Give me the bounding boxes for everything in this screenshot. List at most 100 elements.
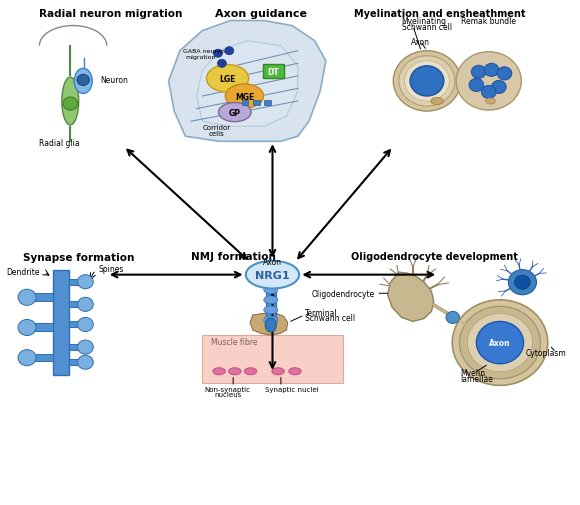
Circle shape: [469, 79, 484, 92]
Circle shape: [467, 314, 532, 372]
Bar: [253, 100, 260, 106]
Circle shape: [77, 75, 89, 86]
Circle shape: [514, 276, 530, 290]
Text: Dendrite: Dendrite: [6, 267, 39, 276]
Text: Myelination and ensheathment: Myelination and ensheathment: [354, 9, 525, 19]
Text: Oligodendrocyte: Oligodendrocyte: [312, 289, 375, 298]
Polygon shape: [197, 41, 298, 127]
Text: NRG1: NRG1: [255, 270, 290, 280]
Text: GABA neuron: GABA neuron: [183, 49, 224, 54]
Circle shape: [224, 47, 234, 56]
Text: NMJ formation: NMJ formation: [191, 251, 276, 262]
Ellipse shape: [246, 261, 299, 289]
Circle shape: [78, 275, 93, 289]
Bar: [34, 354, 53, 362]
Bar: [69, 301, 79, 308]
Circle shape: [484, 64, 499, 77]
Circle shape: [399, 57, 455, 107]
Circle shape: [78, 356, 93, 370]
Ellipse shape: [431, 98, 443, 106]
Ellipse shape: [264, 276, 278, 284]
Circle shape: [452, 300, 548, 386]
Text: Non-synaptic: Non-synaptic: [205, 386, 251, 392]
Ellipse shape: [74, 69, 92, 94]
Bar: [69, 322, 79, 328]
Bar: [242, 100, 248, 106]
Bar: [264, 100, 271, 106]
Text: Schwann cell: Schwann cell: [402, 23, 452, 32]
Text: Remak bundle: Remak bundle: [461, 17, 516, 26]
Text: Radial glia: Radial glia: [39, 138, 80, 147]
Circle shape: [456, 53, 521, 111]
Bar: [263, 65, 284, 79]
Text: Synapse formation: Synapse formation: [23, 252, 134, 263]
Bar: [202, 335, 343, 383]
Circle shape: [78, 340, 93, 355]
Circle shape: [78, 298, 93, 312]
Ellipse shape: [485, 99, 495, 105]
Ellipse shape: [272, 368, 284, 375]
Text: MGE: MGE: [235, 92, 254, 102]
Bar: [69, 360, 79, 366]
Text: Corridor: Corridor: [202, 125, 230, 131]
Ellipse shape: [225, 85, 263, 109]
Circle shape: [218, 60, 226, 68]
Ellipse shape: [229, 368, 241, 375]
Bar: [34, 324, 53, 331]
Ellipse shape: [265, 318, 277, 332]
Bar: [34, 294, 53, 301]
Circle shape: [509, 270, 536, 295]
Ellipse shape: [219, 104, 251, 122]
Ellipse shape: [264, 316, 278, 324]
Circle shape: [491, 81, 506, 94]
Ellipse shape: [62, 78, 79, 126]
Circle shape: [481, 86, 496, 99]
Text: Cytoplasm: Cytoplasm: [525, 348, 566, 358]
Ellipse shape: [244, 368, 257, 375]
Circle shape: [393, 52, 461, 112]
Bar: [53, 270, 69, 376]
Text: Myelin: Myelin: [461, 369, 486, 378]
Polygon shape: [250, 313, 288, 335]
Polygon shape: [387, 273, 434, 322]
Text: Muscle fibre: Muscle fibre: [211, 337, 257, 346]
Ellipse shape: [213, 368, 225, 375]
Text: Radial neuron migration: Radial neuron migration: [39, 9, 183, 19]
Text: migration: migration: [186, 55, 216, 60]
Text: cells: cells: [208, 130, 224, 136]
Circle shape: [472, 66, 486, 79]
Circle shape: [404, 62, 450, 102]
Bar: [266, 268, 276, 323]
Circle shape: [446, 312, 459, 324]
Text: Synaptic nuclei: Synaptic nuclei: [265, 386, 319, 392]
Circle shape: [497, 68, 512, 81]
Circle shape: [459, 307, 541, 379]
Text: Spines: Spines: [99, 264, 124, 273]
Ellipse shape: [264, 296, 278, 304]
Circle shape: [18, 320, 36, 336]
Ellipse shape: [264, 286, 278, 294]
Circle shape: [213, 50, 223, 58]
Ellipse shape: [206, 66, 249, 93]
Circle shape: [410, 67, 444, 97]
Text: Axon: Axon: [489, 338, 511, 347]
Circle shape: [18, 290, 36, 306]
Polygon shape: [169, 22, 326, 142]
Text: Schwann cell: Schwann cell: [305, 314, 355, 323]
Ellipse shape: [264, 306, 278, 314]
Text: Oligodendrocyte development: Oligodendrocyte development: [351, 251, 518, 262]
Text: Myelinating: Myelinating: [402, 17, 447, 26]
Text: GP: GP: [229, 109, 241, 117]
Text: lamellae: lamellae: [461, 375, 494, 384]
Text: Axon guidance: Axon guidance: [215, 9, 307, 19]
Circle shape: [18, 350, 36, 366]
Text: Neuron: Neuron: [100, 76, 128, 85]
Text: Axon: Axon: [411, 38, 430, 47]
Text: Terminal: Terminal: [305, 308, 338, 317]
Ellipse shape: [289, 368, 301, 375]
Text: DT: DT: [268, 68, 280, 77]
Circle shape: [63, 98, 78, 111]
Text: nucleus: nucleus: [214, 392, 241, 397]
Circle shape: [476, 322, 524, 364]
Bar: [69, 344, 79, 350]
